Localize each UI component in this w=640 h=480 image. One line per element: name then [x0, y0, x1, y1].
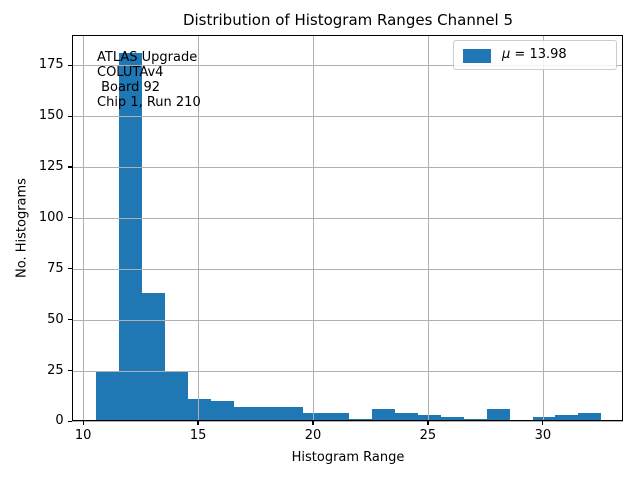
histogram-bar [440, 417, 464, 422]
grid-layer [71, 34, 624, 423]
histogram-bar [486, 409, 510, 422]
bars-layer [72, 35, 624, 422]
x-gridline [427, 34, 429, 422]
histogram-bar [325, 413, 349, 422]
histogram-bar [578, 413, 602, 422]
y-tick-mark [67, 217, 72, 219]
annotation-line: COLUTAv4 [97, 65, 164, 80]
histogram-bar [210, 401, 234, 422]
y-gridline [71, 217, 624, 219]
histogram-bar [417, 415, 441, 422]
legend-box: μ = 13.98 [453, 40, 617, 70]
y-tick-label: 175 [38, 57, 64, 73]
y-tick-mark [67, 115, 72, 117]
histogram-bar [256, 407, 280, 422]
y-gridline [71, 65, 624, 67]
histogram-bar [555, 415, 579, 422]
histogram-bar [141, 293, 165, 422]
histogram-bar [233, 407, 257, 422]
histogram-bar [394, 413, 418, 422]
y-tick-label: 75 [47, 260, 64, 276]
ticks-layer: 10 15 20 25 30 0 25 50 75 100 125 150 175 [39, 35, 624, 443]
histogram-bar [187, 399, 211, 422]
x-tick-label: 15 [189, 428, 207, 444]
annotation-line: Chip 1, Run 210 [97, 95, 201, 110]
y-tick-mark [67, 268, 72, 270]
x-axis-label: Histogram Range [291, 450, 405, 465]
histogram-bar [463, 419, 487, 422]
x-tick-label: 10 [74, 428, 92, 444]
y-tick-mark [67, 369, 72, 372]
x-tick-mark [542, 421, 544, 426]
x-tick-label: 25 [419, 428, 437, 444]
x-tick-mark [427, 421, 429, 426]
histogram-bar [164, 370, 188, 422]
y-tick-mark [67, 319, 72, 321]
y-tick-label: 100 [38, 209, 64, 225]
legend-value: = 13.98 [510, 47, 567, 62]
x-gridline [83, 34, 85, 422]
annotation-line: Board 92 [97, 80, 161, 95]
y-tick-label: 50 [47, 311, 64, 327]
x-tick-mark [197, 421, 199, 426]
x-gridline [198, 34, 200, 422]
y-tick-mark [67, 166, 72, 168]
legend-swatch [463, 49, 491, 63]
histogram-bar [279, 407, 303, 422]
histogram-bar [532, 417, 556, 422]
y-tick-mark [67, 420, 72, 423]
histogram-bar [348, 419, 372, 422]
annotation-line: ATLAS Upgrade [97, 50, 198, 65]
chart-title: Distribution of Histogram Ranges Channel… [182, 11, 514, 29]
y-gridline [71, 370, 624, 372]
histogram-bar [118, 53, 142, 422]
histogram-bar [302, 413, 326, 422]
x-tick-mark [82, 421, 84, 426]
legend-mu-symbol: μ [502, 47, 511, 62]
y-gridline [71, 116, 624, 118]
y-gridline [71, 319, 624, 321]
y-tick-label: 125 [38, 159, 64, 174]
y-gridline [71, 167, 624, 168]
x-tick-mark [312, 421, 314, 426]
histogram-bar [371, 409, 395, 422]
histogram-bar [95, 370, 119, 422]
y-gridline [71, 421, 624, 423]
y-tick-mark [67, 64, 72, 66]
y-tick-label: 0 [55, 413, 64, 429]
x-tick-label: 20 [304, 428, 322, 444]
x-gridline [542, 34, 544, 422]
y-gridline [71, 268, 624, 270]
y-tick-label: 150 [38, 108, 64, 124]
annotation-text-block: ATLAS Upgrade COLUTAv4 Board 92 Chip 1, Ru… [97, 50, 201, 110]
legend-label: μ = 13.98 [502, 41, 567, 69]
x-gridline [313, 34, 314, 422]
x-tick-label: 30 [534, 428, 552, 444]
y-tick-label: 25 [47, 362, 64, 378]
